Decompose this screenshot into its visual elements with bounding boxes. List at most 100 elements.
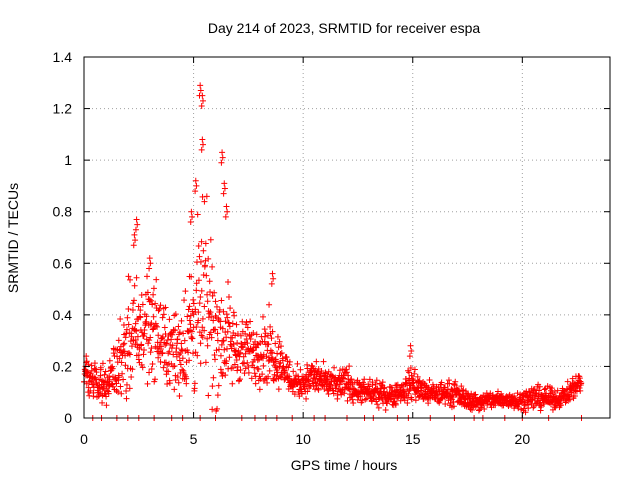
data-point (183, 380, 190, 387)
data-point (194, 211, 201, 218)
data-point (415, 388, 422, 395)
data-point (109, 365, 116, 372)
peak-point (193, 182, 200, 189)
data-point (96, 385, 103, 392)
data-point (216, 306, 223, 313)
data-point (578, 380, 585, 387)
data-point (305, 377, 312, 384)
data-point (229, 380, 236, 387)
data-point (425, 400, 432, 407)
data-point (201, 303, 208, 310)
data-point (373, 398, 380, 405)
data-point (286, 373, 293, 380)
data-point (223, 358, 230, 365)
data-point (189, 335, 196, 342)
data-point (416, 377, 423, 384)
data-point (83, 368, 90, 375)
data-point (195, 242, 202, 249)
x-tick-label: 10 (295, 431, 311, 447)
data-point (265, 341, 272, 348)
data-point (159, 349, 166, 356)
data-point (133, 274, 140, 281)
data-point (241, 360, 248, 367)
data-point (207, 289, 214, 296)
data-point (176, 357, 183, 364)
data-point (150, 285, 157, 292)
data-point (357, 393, 364, 400)
data-point (233, 321, 240, 328)
data-point (186, 317, 193, 324)
data-point (141, 326, 148, 333)
data-point (147, 334, 154, 341)
data-point (231, 361, 238, 368)
data-point (178, 317, 185, 324)
peak-point (192, 177, 199, 184)
data-point (209, 383, 216, 390)
data-point (190, 300, 197, 307)
data-point (204, 298, 211, 305)
data-point (178, 340, 185, 347)
data-point (90, 381, 97, 388)
data-point (131, 327, 138, 334)
data-point (237, 332, 244, 339)
data-point (201, 327, 208, 334)
data-point (181, 297, 188, 304)
data-point (242, 365, 249, 372)
data-point (143, 313, 150, 320)
data-point (245, 363, 252, 370)
data-point (332, 374, 339, 381)
data-point (375, 404, 382, 411)
data-point (205, 255, 212, 262)
data-point (157, 302, 164, 309)
data-point (323, 376, 330, 383)
data-point (125, 321, 132, 328)
data-point (152, 322, 159, 329)
data-point (194, 352, 201, 359)
data-point (226, 323, 233, 330)
data-point (242, 339, 249, 346)
data-point (171, 386, 178, 393)
data-point (225, 278, 232, 285)
data-point (207, 236, 214, 243)
data-point (169, 331, 176, 338)
data-point (411, 370, 418, 377)
peak-point (406, 353, 413, 360)
data-point (87, 370, 94, 377)
peak-point (188, 208, 195, 215)
data-point (166, 380, 173, 387)
data-point (96, 376, 103, 383)
data-point (181, 337, 188, 344)
data-point (425, 384, 432, 391)
data-point (197, 294, 204, 301)
data-point (145, 340, 152, 347)
data-point (442, 400, 449, 407)
data-point (120, 376, 127, 383)
data-point (146, 369, 153, 376)
data-point (438, 379, 445, 386)
data-point (101, 371, 108, 378)
data-point (408, 396, 415, 403)
data-point (113, 380, 120, 387)
data-point (144, 289, 151, 296)
data-point (200, 247, 207, 254)
data-point (212, 298, 219, 305)
data-point (237, 366, 244, 373)
y-tick-label: 0.4 (53, 307, 73, 323)
data-point (278, 343, 285, 350)
data-point (106, 376, 113, 383)
data-point (374, 401, 381, 408)
data-point (147, 349, 154, 356)
data-point (317, 373, 324, 380)
data-point (250, 347, 257, 354)
data-point (187, 321, 194, 328)
data-point (349, 396, 356, 403)
data-point (207, 309, 214, 316)
data-point (248, 375, 255, 382)
data-point (140, 351, 147, 358)
y-tick-label: 1.2 (53, 101, 73, 117)
data-point (320, 358, 327, 365)
data-point (346, 363, 353, 370)
data-point (266, 301, 273, 308)
data-point (170, 351, 177, 358)
data-point (193, 324, 200, 331)
